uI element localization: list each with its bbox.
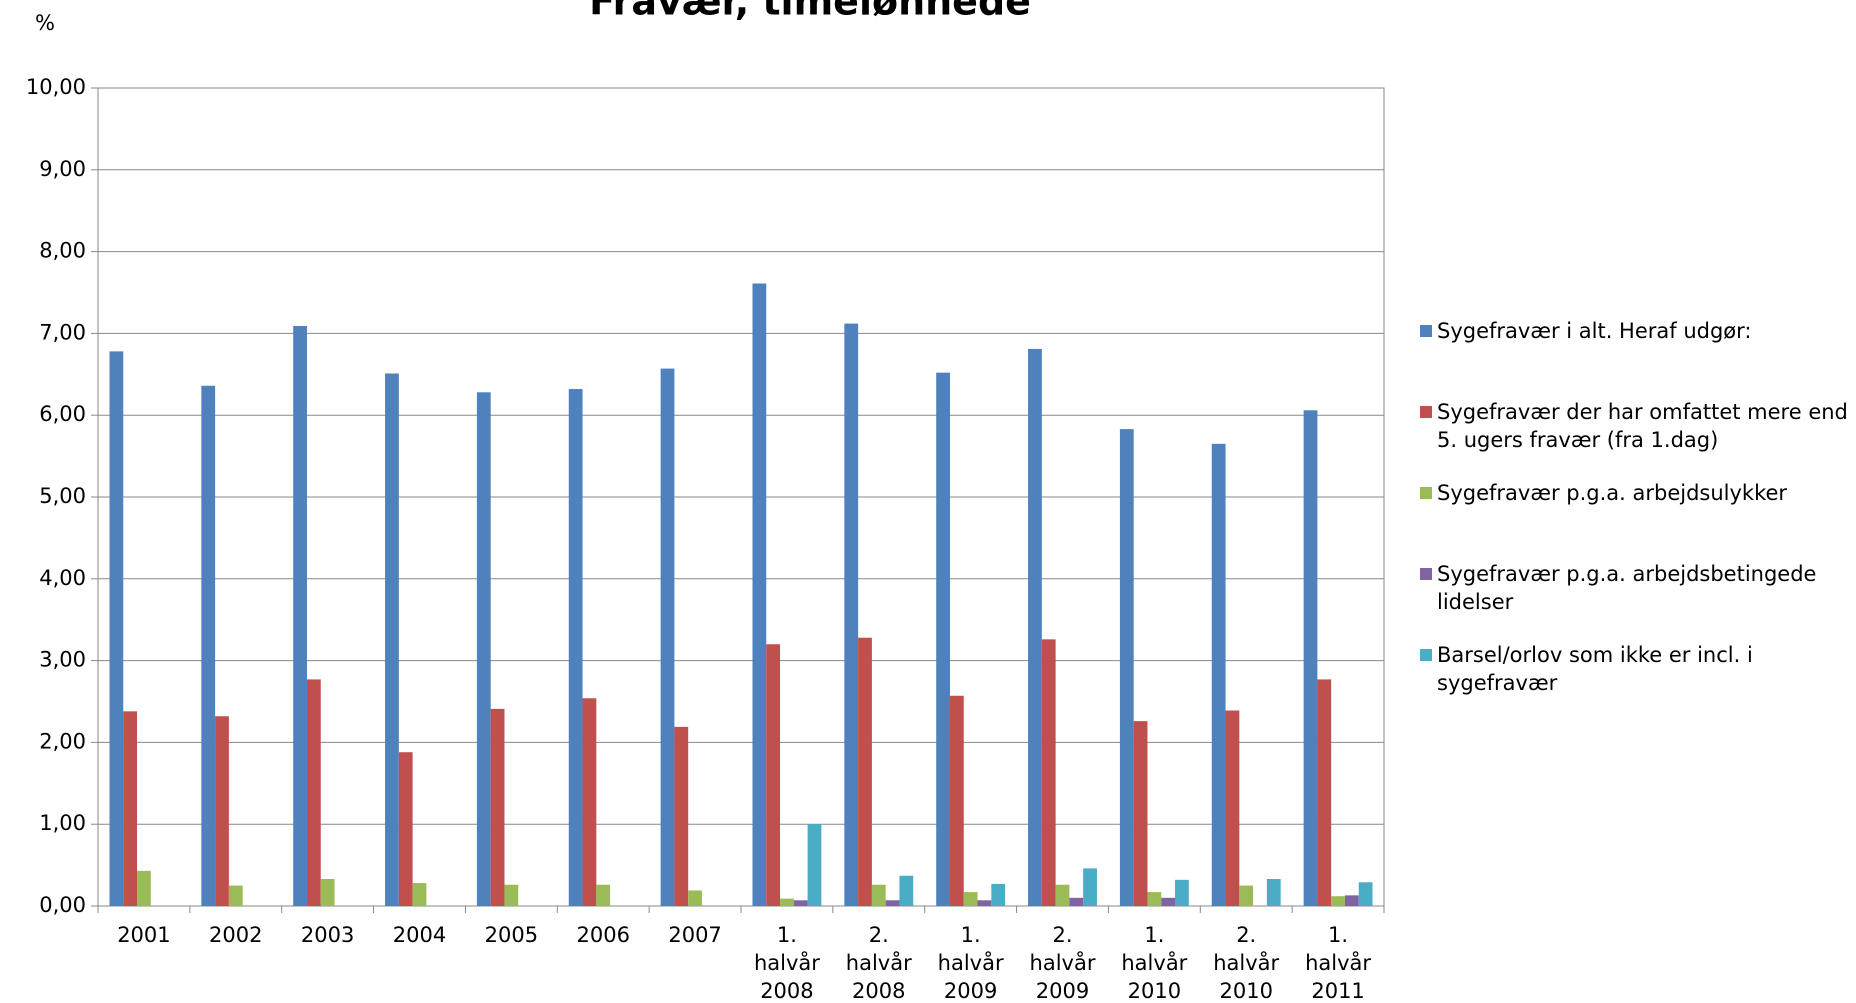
bar	[1161, 897, 1176, 906]
bar	[807, 824, 822, 906]
bar	[490, 708, 505, 906]
bar	[306, 679, 321, 906]
bar	[109, 351, 124, 906]
x-tick-label: 2001	[117, 923, 170, 947]
bar	[582, 698, 597, 906]
bar	[977, 900, 992, 906]
bar	[674, 726, 689, 906]
chart-title: Fravær, timelønnede	[589, 0, 1031, 24]
bar	[1331, 896, 1345, 906]
bar	[215, 716, 229, 906]
bar	[949, 695, 964, 906]
y-tick-label: 0,00	[39, 893, 86, 917]
legend-label: Sygefravær i alt. Heraf udgør:	[1437, 319, 1752, 343]
x-tick-label: 2004	[393, 923, 446, 947]
bar	[858, 637, 872, 906]
legend-entry: Sygefravær der har omfattet mere end 5. …	[1420, 398, 1850, 454]
bar	[899, 875, 914, 906]
bar	[1211, 443, 1226, 906]
bar	[963, 892, 978, 906]
bar	[766, 644, 781, 906]
bar	[1119, 429, 1134, 906]
legend-label: Sygefravær der har omfattet mere end 5. …	[1437, 400, 1848, 452]
x-tick-label: 1. halvår 2008	[754, 923, 820, 1003]
bar	[991, 883, 1006, 906]
bar	[412, 883, 427, 906]
bar	[1317, 679, 1332, 906]
x-tick-label: 1. halvår 2010	[1121, 923, 1187, 1003]
x-tick-label: 2002	[209, 923, 262, 947]
legend-label: Sygefravær p.g.a. arbejdsbetingede lidel…	[1437, 562, 1817, 614]
legend-label: Sygefravær p.g.a. arbejdsulykker	[1437, 481, 1788, 505]
bar	[660, 368, 675, 907]
y-tick-label: 10,00	[26, 75, 86, 99]
bar	[752, 283, 767, 906]
bar	[123, 711, 138, 906]
bar	[201, 385, 216, 906]
x-tick-label: 1. halvår 2011	[1305, 923, 1371, 1003]
bar	[885, 900, 900, 906]
bar	[688, 890, 702, 906]
bar	[936, 372, 950, 906]
y-axis-label: %	[35, 11, 55, 35]
bar	[398, 752, 413, 906]
bar	[844, 323, 859, 907]
bar	[596, 884, 611, 906]
x-tick-label: 2003	[301, 923, 354, 947]
bar	[1225, 710, 1240, 906]
y-tick-label: 8,00	[39, 239, 86, 263]
y-tick-label: 6,00	[39, 402, 86, 426]
legend-swatch	[1420, 649, 1432, 661]
x-tick-label: 2. halvår 2009	[1030, 923, 1096, 1003]
bar	[476, 392, 491, 906]
bar	[1069, 897, 1084, 906]
y-tick-label: 1,00	[39, 811, 86, 835]
bar	[504, 884, 519, 906]
legend-label: Barsel/orlov som ikke er incl. i sygefra…	[1437, 643, 1753, 695]
bar	[568, 389, 583, 906]
bar	[1133, 721, 1148, 906]
x-tick-label: 2005	[485, 923, 538, 947]
y-tick-label: 2,00	[39, 729, 86, 753]
legend-entry: Sygefravær p.g.a. arbejdsulykker	[1420, 479, 1850, 507]
bar	[1041, 639, 1056, 906]
x-tick-label: 2. halvår 2008	[846, 923, 912, 1003]
x-tick-label: 2. halvår 2010	[1213, 923, 1279, 1003]
bar	[1344, 895, 1359, 906]
x-tick-label: 2006	[576, 923, 629, 947]
y-tick-label: 7,00	[39, 320, 86, 344]
bar	[793, 900, 808, 906]
bar	[780, 898, 794, 906]
legend-swatch	[1420, 406, 1432, 418]
bar	[871, 884, 886, 906]
bar	[1083, 868, 1097, 906]
legend-swatch	[1420, 487, 1432, 499]
legend-entry: Barsel/orlov som ikke er incl. i sygefra…	[1420, 641, 1850, 697]
bar	[320, 879, 335, 906]
x-tick-label: 1. halvår 2009	[938, 923, 1004, 1003]
bar	[293, 326, 307, 907]
bar	[1055, 884, 1070, 906]
y-tick-label: 4,00	[39, 566, 86, 590]
bar	[1358, 882, 1373, 906]
y-tick-label: 3,00	[39, 648, 86, 672]
bar	[385, 373, 399, 906]
y-tick-label: 9,00	[39, 157, 86, 181]
legend-swatch	[1420, 568, 1432, 580]
y-tick-label: 5,00	[39, 484, 86, 508]
bar	[1175, 879, 1189, 906]
legend-entry: Sygefravær i alt. Heraf udgør:	[1420, 317, 1850, 345]
bar	[228, 885, 243, 906]
x-tick-label: 2007	[668, 923, 721, 947]
bar	[1303, 410, 1318, 906]
legend-entry: Sygefravær p.g.a. arbejdsbetingede lidel…	[1420, 560, 1850, 616]
bar	[1266, 879, 1281, 906]
bar	[1147, 892, 1162, 906]
bar	[1028, 348, 1042, 906]
bar	[137, 870, 151, 906]
legend-swatch	[1420, 325, 1432, 337]
bar	[1239, 885, 1254, 906]
